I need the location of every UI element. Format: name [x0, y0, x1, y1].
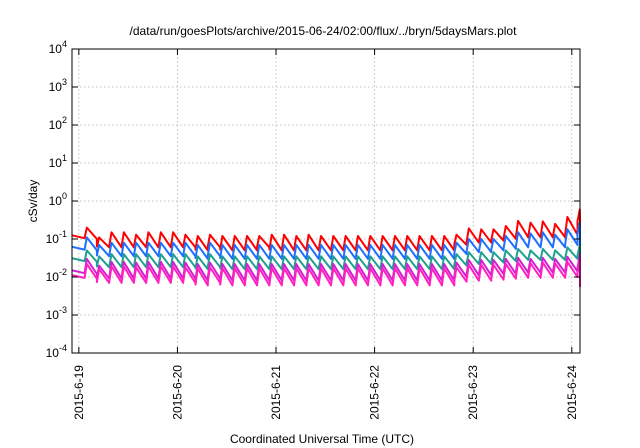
x-tick-label: 2015-6-20 [170, 365, 184, 420]
x-axis: 2015-6-19 2015-6-20 2015-6-21 2015-6-22 2015… [72, 49, 579, 420]
y-tick-label: 102 [49, 115, 67, 132]
series-group [71, 208, 581, 288]
y-tick-label: 10-3 [46, 305, 67, 322]
x-tick-label: 2015-6-23 [466, 365, 480, 420]
x-tick-label: 2015-6-22 [368, 365, 382, 420]
y-tick-label: 10-1 [46, 229, 67, 246]
y-tick-label: 10-4 [46, 343, 67, 360]
y-tick-label: 103 [49, 77, 67, 94]
x-tick-label: 2015-6-24 [565, 365, 579, 420]
y-tick-label: 10-2 [46, 267, 67, 284]
grid [72, 49, 580, 353]
y-tick-label: 100 [49, 191, 67, 208]
y-axis-label: cSv/day [26, 180, 40, 223]
x-axis-label: Coordinated Universal Time (UTC) [230, 432, 414, 446]
chart-title: /data/run/goesPlots/archive/2015-06-24/0… [130, 24, 518, 38]
x-tick-label: 2015-6-21 [269, 365, 283, 420]
x-tick-label: 2015-6-19 [72, 365, 86, 420]
y-tick-label: 104 [49, 39, 67, 56]
y-tick-label: 101 [49, 153, 67, 170]
